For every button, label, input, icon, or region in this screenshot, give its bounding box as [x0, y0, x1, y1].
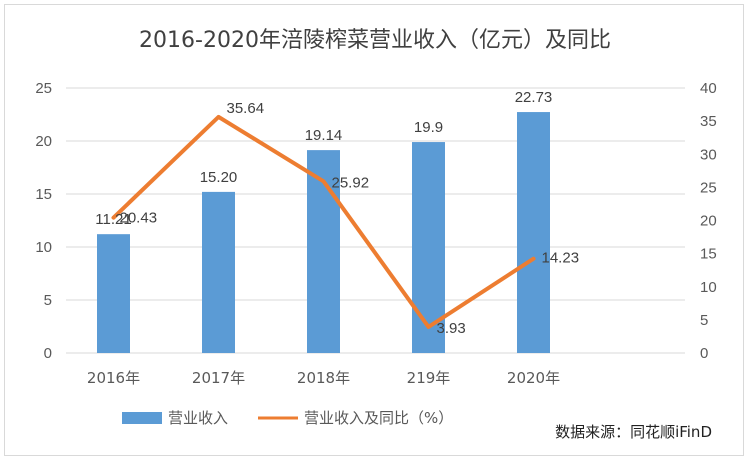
y-right-tick-label: 5	[700, 312, 708, 329]
y-right-tick-label: 25	[700, 179, 717, 196]
y-right-tick-label: 40	[700, 80, 717, 97]
y-left-tick-label: 5	[44, 292, 52, 309]
legend: 营业收入 营业收入及同比（%）	[122, 409, 453, 427]
y-left-tick-label: 20	[35, 133, 52, 150]
line-data-label: 3.93	[437, 320, 466, 337]
x-tick-label: 2020年	[507, 369, 560, 387]
bar-data-label: 11.21	[95, 211, 131, 228]
bar-data-label: 22.73	[515, 89, 553, 106]
y-left-tick-label: 25	[35, 80, 52, 97]
bar-series	[97, 112, 550, 353]
line-data-label: 20.43	[120, 210, 158, 227]
y-right-tick-label: 15	[700, 246, 717, 263]
chart-title: 2016-2020年涪陵榨菜营业收入（亿元）及同比	[139, 28, 611, 53]
y-right-tick-label: 20	[700, 213, 717, 230]
line-data-label: 25.92	[332, 174, 370, 191]
source-note: 数据来源：同花顺iFinD	[555, 423, 712, 441]
y-left-tick-label: 10	[35, 239, 52, 256]
x-tick-label: 219年	[407, 369, 451, 387]
bar-data-label: 19.14	[305, 127, 343, 144]
y-left-tick-label: 15	[35, 186, 52, 203]
bar-data-label: 15.20	[200, 169, 238, 186]
bar	[202, 191, 235, 353]
bar	[97, 234, 130, 353]
y-left-tick-label: 0	[44, 345, 52, 362]
y-right-tick-label: 35	[700, 113, 717, 130]
x-tick-label: 2018年	[297, 369, 350, 387]
legend-label: 营业收入及同比（%）	[304, 409, 453, 427]
legend-label: 营业收入	[168, 409, 228, 427]
line-data-label: 35.64	[227, 100, 265, 117]
y-right-tick-label: 30	[700, 146, 717, 163]
gridlines	[66, 87, 685, 354]
x-tick-label: 2016年	[87, 369, 140, 387]
chart-frame	[4, 4, 744, 456]
y-right-tick-label: 10	[700, 279, 717, 296]
bar-data-label: 19.9	[414, 119, 443, 136]
axes: 0 5 10 15 20 25 0 5 10 15 20 25 30 35 40 2016年 2017年 2018…	[35, 80, 716, 387]
bar	[517, 112, 550, 353]
line-series	[111, 114, 536, 329]
legend-swatch-bar	[122, 412, 162, 424]
y-right-tick-label: 0	[700, 345, 708, 362]
line-data-label: 14.23	[542, 250, 580, 267]
x-tick-label: 2017年	[192, 369, 245, 387]
data-labels: 11.21 15.20 19.14 19.9 22.73 20.43 35.64 25.92 3…	[95, 89, 579, 337]
